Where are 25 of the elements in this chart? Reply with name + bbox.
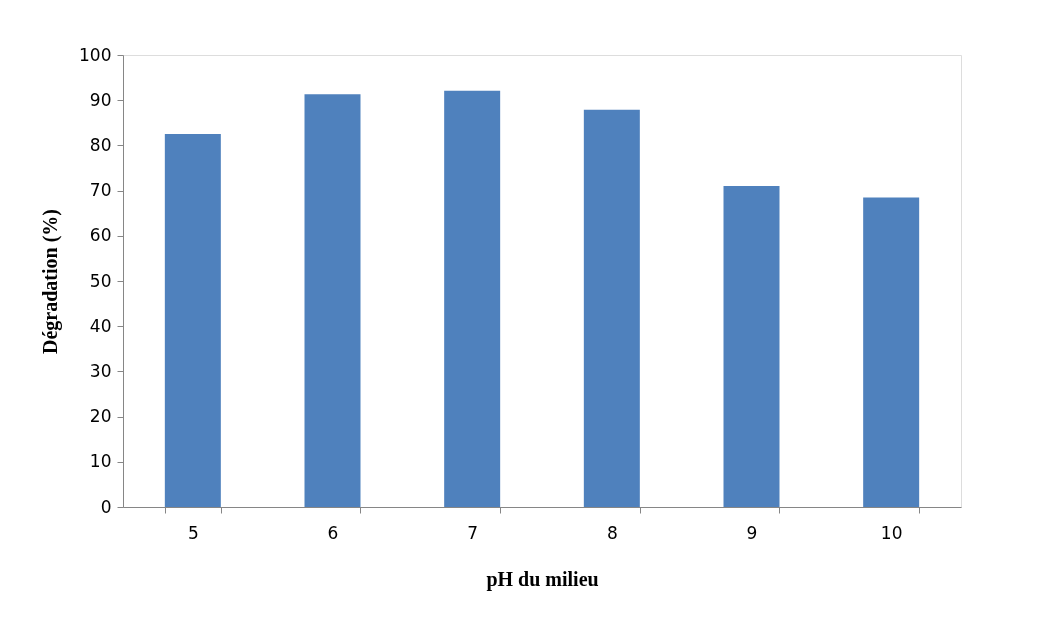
y-tick-label: 50: [89, 270, 112, 291]
bar: [304, 94, 361, 507]
x-tick-label: 6: [327, 522, 339, 543]
bar: [583, 109, 640, 507]
y-tick-label: 20: [89, 406, 112, 427]
y-axis-title: Dégradation (%): [39, 209, 63, 354]
y-tick-label: 10: [89, 451, 112, 472]
bar: [444, 90, 501, 507]
y-tick-label: 80: [89, 134, 112, 155]
y-tick-label: 0: [100, 496, 112, 517]
y-tick-label: 90: [89, 89, 112, 110]
x-tick-label: 5: [187, 522, 199, 543]
x-tick-label: 7: [467, 522, 479, 543]
y-tick-label: 100: [79, 44, 112, 65]
bar: [723, 186, 780, 507]
y-tick-label: 40: [89, 315, 112, 336]
x-axis-title: pH du milieu: [486, 567, 599, 591]
bar: [863, 197, 920, 507]
x-tick-label: 9: [746, 522, 758, 543]
y-tick-label: 30: [89, 360, 112, 381]
x-tick-label: 10: [880, 522, 903, 543]
y-tick-label: 70: [89, 180, 112, 201]
x-tick-label: 8: [606, 522, 618, 543]
y-tick-label: 60: [89, 225, 112, 246]
bar: [164, 134, 221, 507]
